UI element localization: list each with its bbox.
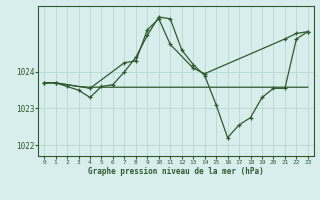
X-axis label: Graphe pression niveau de la mer (hPa): Graphe pression niveau de la mer (hPa) xyxy=(88,167,264,176)
